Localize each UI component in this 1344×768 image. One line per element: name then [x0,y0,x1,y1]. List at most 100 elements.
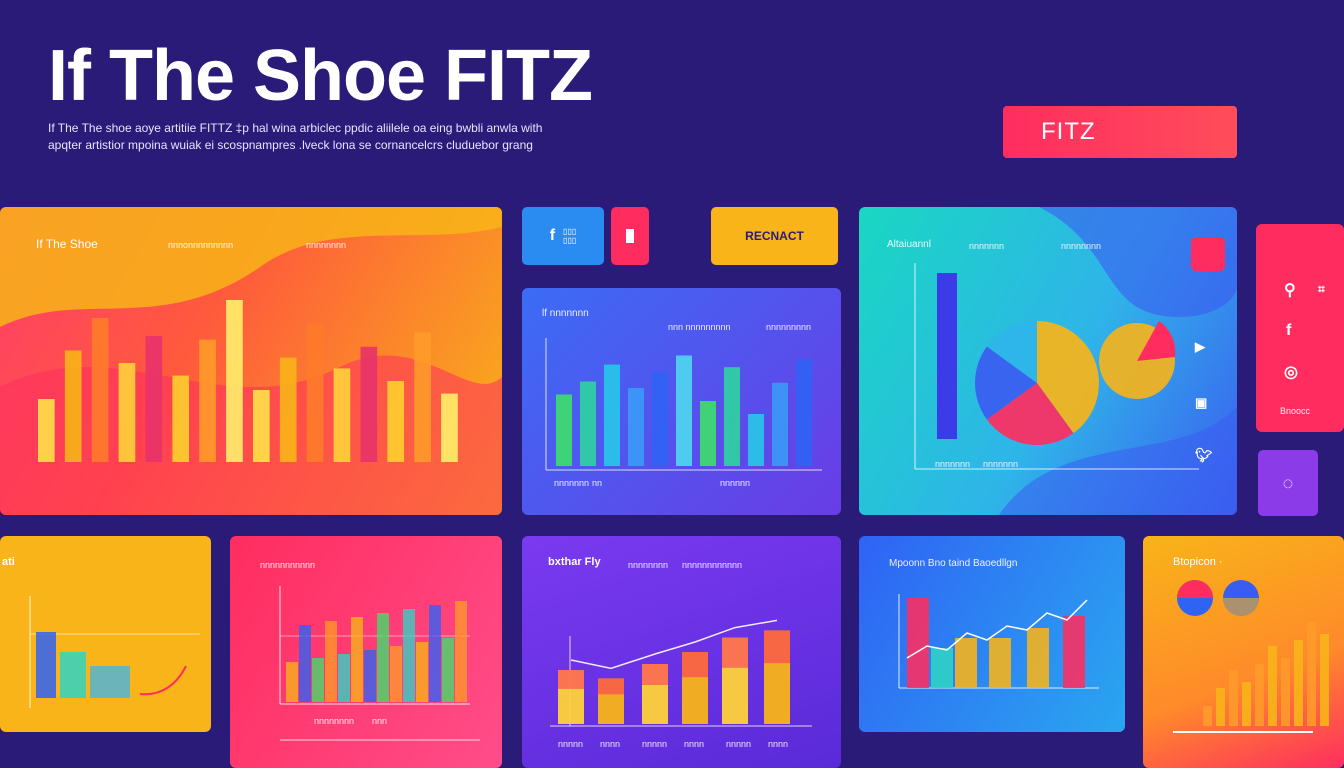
fitz-button[interactable]: FITZ [1003,106,1237,158]
tall-bar [937,273,957,439]
twitter-icon[interactable]: 🐦︎ [1195,447,1213,463]
card-bottom-3-x-label-2: nnnnn [642,739,668,749]
bar-3 [628,388,644,466]
bar-4 [338,654,350,702]
card-left-top-chart [38,300,458,462]
pie-slice-0 [1037,321,1099,434]
bookmark-tile-button[interactable] [611,207,649,265]
chat-icon: ◌ [1282,472,1294,493]
card-bottom-4[interactable]: Mpoonn Bno taind Baoedllgn [859,536,1125,732]
pie-slice-2 [975,346,1037,420]
bar-0 [36,632,56,698]
card-bottom-2[interactable]: nnnnnnnnnnn nnnnnnnn nnn [230,536,502,768]
card-bottom-3-x-label-5: nnnn [768,739,789,749]
card-mid-top-header-right: nnnnnnnnn [766,322,812,332]
bar-10 [796,359,812,466]
bar-4 [1255,664,1264,726]
link-icon[interactable]: ⌗ [1318,282,1325,296]
card-bottom-2-title: nnnnnnnnnnn [260,560,316,570]
page-title: If The Shoe FITZ [48,36,593,116]
bar-12 [442,638,454,702]
bar-6 [1281,658,1290,726]
bar-3 [325,621,337,702]
bar-7 [377,613,389,702]
card-bottom-4-chart [898,594,1099,689]
bar-11 [429,605,441,702]
circle-0-half [1177,580,1213,598]
card-teal-bg [999,207,1237,515]
video-icon[interactable]: ▶ [1195,339,1205,354]
bar-top-1 [598,678,624,695]
search-icon[interactable]: ⚲ [1284,282,1296,299]
card-bottom-1-title: ati [2,556,15,568]
bar-12 [360,346,378,462]
card-left-top[interactable]: If The Shoe nnnonnnnnnnnn nnnnnnnn [0,207,502,515]
trend-line [139,665,187,696]
copy-icon[interactable]: ▣ [1195,395,1208,410]
facebook-icon: f [549,227,556,244]
card-mid-top-header-mid: nnn nnnnnnnnn [668,322,731,332]
card-bottom-3-x-label-0: nnnnn [558,739,584,749]
card-left-top-header-right-2: nnnnnnnn [306,240,347,250]
bar-3 [989,638,1011,688]
card-teal-badge-button[interactable] [1191,237,1225,271]
card-left-top-title: If The Shoe [36,237,98,251]
side-panel: ⚲ ⌗ f ◎ Bnoocc [1256,224,1344,432]
card-mid-top-x-label-1: nn [592,478,603,488]
bar-1 [64,350,82,462]
bar-1 [60,652,86,698]
bar-1 [299,625,311,702]
bar-10 [306,323,324,462]
react-button[interactable]: RECNACT [711,207,838,265]
card-bottom-1[interactable]: ati [0,536,211,732]
card-bottom-5-title: Btopicon · [1173,556,1223,568]
card-bottom-3-title: bxthar Fly [548,556,601,568]
bar-13 [387,381,405,462]
bar-8 [253,390,270,462]
bar-14 [414,332,431,462]
bar-2 [1229,670,1238,726]
bar-3 [1242,682,1251,726]
bar-8 [390,646,402,702]
bar-7 [226,300,243,462]
card-bottom-3-header-mid: nnnnnnnn [628,560,669,570]
facebook-icon[interactable]: f [1286,322,1292,339]
bar-top-4 [722,637,748,668]
bar-0 [1203,706,1212,726]
bar-1 [1216,688,1225,726]
card-teal[interactable]: Altaiuannl nnnnnnn nnnnnnnn nnnnnnn nnnn… [859,207,1237,515]
card-bottom-3-chart [550,619,812,727]
card-bottom-3-x-label-1: nnnn [600,739,621,749]
card-teal-title: Altaiuannl [887,239,931,250]
side-panel-label: Bnoocc [1280,406,1311,416]
bar-9 [403,609,415,702]
fitz-button-label: FITZ [1041,118,1096,145]
card-mid-top[interactable]: lf nnnnnnn nnn nnnnnnnnn nnnnnnnnn nnnnn… [522,288,841,515]
react-button-label: RECNACT [745,229,804,243]
bar-5 [351,617,363,702]
bar-9 [1320,634,1329,726]
bar-7 [1294,640,1303,726]
card-bottom-5[interactable]: Btopicon · [1143,536,1344,768]
bar-4 [145,336,163,462]
card-teal-header-right: nnnnnnnn [1061,241,1102,251]
card-bottom-5-chart [1173,580,1329,733]
bar-6 [700,401,716,466]
bar-5 [676,355,692,466]
bar-3 [118,363,136,462]
card-bottom-3-x-label-4: nnnnn [726,739,752,749]
card-bottom-4-title: Mpoonn Bno taind Baoedllgn [889,558,1018,569]
card-teal-x-label-1: nnnnnnn [983,459,1019,469]
bar-0 [556,394,572,466]
bar-9 [279,357,297,462]
bar-4 [1027,628,1049,688]
bar-top-5 [764,630,790,664]
card-bottom-3[interactable]: bxthar Fly nnnnnnnn nnnnnnnnnnnn nnnnn n… [522,536,841,768]
card-mid-top-x-label-0: nnnnnnn [554,478,590,488]
bar-13 [455,601,467,702]
bar-2 [604,364,620,466]
facebook-tile-button[interactable]: f ▯▯▯ ▯▯▯ [522,207,604,265]
chat-button[interactable]: ◌ [1258,450,1318,516]
share-icon[interactable]: ◎ [1284,364,1298,381]
facebook-tile-label: ▯▯▯ ▯▯▯ [563,227,577,245]
